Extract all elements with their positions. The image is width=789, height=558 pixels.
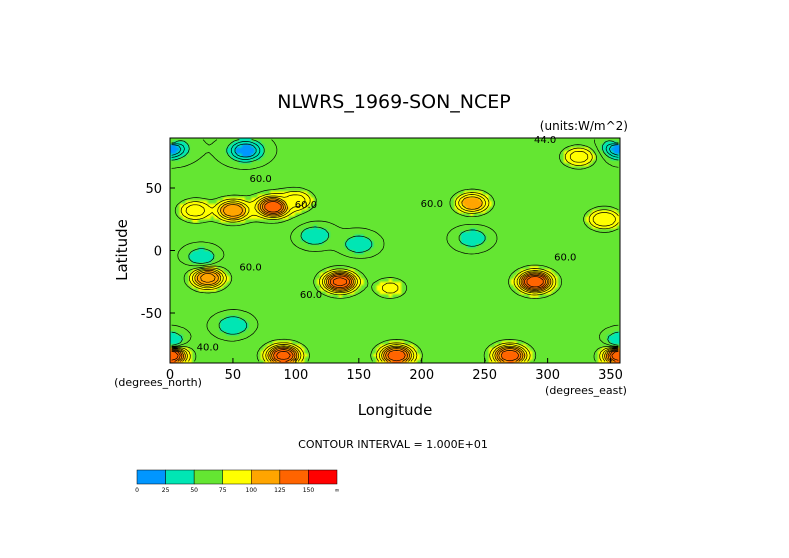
contour-lines bbox=[171, 139, 619, 362]
y-unit-label: (degrees_north) bbox=[114, 376, 202, 389]
x-tick-label: 100 bbox=[283, 368, 308, 383]
contour-label: 40.0 bbox=[197, 343, 219, 354]
contour-label: 60.0 bbox=[295, 200, 317, 211]
x-tick-label: 350 bbox=[598, 368, 623, 383]
colorbar-swatch bbox=[193, 469, 223, 485]
colorbar-label: 75 bbox=[219, 487, 227, 494]
y-tick-label: -50 bbox=[141, 307, 162, 322]
contour-path bbox=[171, 139, 619, 362]
colorbar-swatch bbox=[251, 469, 281, 485]
contour-label: 60.0 bbox=[239, 263, 261, 274]
colorbar: 0 25 50 75 100 125 150 ∞ bbox=[135, 469, 340, 494]
y-tick-label: 0 bbox=[154, 245, 162, 260]
colorbar-label: 0 bbox=[135, 487, 139, 494]
x-tick-label: 0 bbox=[166, 368, 174, 383]
colorbar-label: 100 bbox=[246, 487, 258, 494]
x-axis-label: Longitude bbox=[358, 401, 433, 419]
y-axis: 50 0 -50 bbox=[141, 182, 175, 322]
x-unit-label: (degrees_east) bbox=[545, 384, 627, 397]
y-tick-label: 50 bbox=[145, 182, 162, 197]
colorbar-label: 50 bbox=[190, 487, 198, 494]
contour-label: 44.0 bbox=[534, 135, 556, 146]
colorbar-label: ∞ bbox=[335, 487, 340, 494]
units-label: (units:W/m^2) bbox=[540, 119, 628, 133]
x-tick-label: 200 bbox=[409, 368, 434, 383]
x-tick-label: 300 bbox=[535, 368, 560, 383]
colorbar-swatch bbox=[308, 469, 338, 485]
contour-label: 60.0 bbox=[300, 290, 322, 301]
colorbar-label: 25 bbox=[162, 487, 170, 494]
y-axis-label: Latitude bbox=[113, 219, 131, 281]
colorbar-swatch bbox=[222, 469, 252, 485]
x-tick-label: 150 bbox=[346, 368, 371, 383]
plot-area: 60.0 60.0 60.0 60.0 60.0 44.0 60.0 40.0 bbox=[169, 135, 621, 364]
colorbar-label: 125 bbox=[274, 487, 286, 494]
contour-label: 60.0 bbox=[421, 199, 443, 210]
contour-labels: 60.0 60.0 60.0 60.0 60.0 44.0 60.0 40.0 bbox=[197, 135, 577, 354]
colorbar-label: 150 bbox=[303, 487, 315, 494]
x-tick-label: 50 bbox=[225, 368, 242, 383]
colorbar-swatch bbox=[165, 469, 195, 485]
colorbar-swatch bbox=[136, 469, 166, 485]
contour-label: 60.0 bbox=[554, 253, 576, 264]
x-tick-label: 250 bbox=[472, 368, 497, 383]
colorbar-swatch bbox=[279, 469, 309, 485]
x-axis: 0 50 100 150 200 250 300 350 bbox=[166, 358, 623, 383]
chart-title: NLWRS_1969-SON_NCEP bbox=[277, 91, 510, 113]
contour-interval: CONTOUR INTERVAL = 1.000E+01 bbox=[298, 438, 488, 451]
contour-label: 60.0 bbox=[249, 174, 271, 185]
field-raster bbox=[170, 138, 620, 363]
